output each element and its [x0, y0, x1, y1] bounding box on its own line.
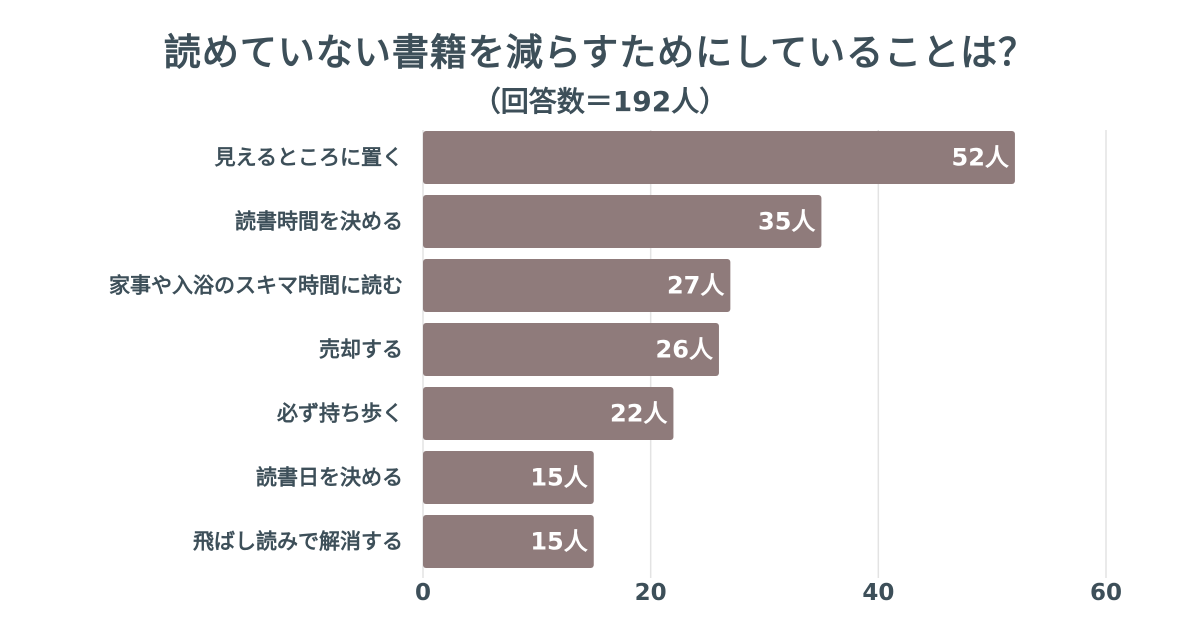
- chart-subtitle: （回答数＝192人）: [472, 85, 728, 118]
- category-labels: 見えるところに置く読書時間を決める家事や入浴のスキマ時間に読む売却する必ず持ち歩…: [109, 146, 403, 554]
- chart-title: 読めていない書籍を減らすためにしていることは？: [163, 31, 1037, 74]
- value-label-0: 52人: [952, 144, 1009, 172]
- category-label-1: 読書時間を決める: [235, 210, 403, 234]
- category-label-4: 必ず持ち歩く: [277, 402, 403, 426]
- x-tick-label-3: 60: [1090, 580, 1122, 606]
- value-label-1: 35人: [758, 208, 815, 236]
- value-labels: 52人 35人 27人 26人 22人 15人 15人: [530, 144, 1009, 556]
- value-label-5: 15人: [530, 464, 587, 492]
- bar-0: [423, 131, 1015, 184]
- category-label-0: 見えるところに置く: [215, 146, 403, 170]
- x-axis-ticks: 0 20 40 60: [415, 580, 1122, 606]
- category-label-6: 飛ばし読みで解消する: [193, 530, 403, 554]
- bar-3: [423, 323, 719, 376]
- bar-4: [423, 387, 674, 440]
- bar-1: [423, 195, 822, 248]
- value-label-4: 22人: [610, 400, 667, 428]
- category-label-5: 読書日を決める: [256, 466, 403, 490]
- bars: [423, 131, 1015, 568]
- x-tick-label-1: 20: [635, 580, 667, 606]
- x-tick-label-0: 0: [415, 580, 431, 606]
- x-tick-label-2: 40: [862, 580, 894, 606]
- category-label-3: 売却する: [319, 338, 403, 362]
- bar-5: [423, 451, 594, 504]
- category-label-2: 家事や入浴のスキマ時間に読む: [109, 274, 403, 298]
- value-label-6: 15人: [530, 528, 587, 556]
- bar-2: [423, 259, 731, 312]
- value-label-2: 27人: [667, 272, 724, 300]
- bar-6: [423, 515, 594, 568]
- value-label-3: 26人: [656, 336, 713, 364]
